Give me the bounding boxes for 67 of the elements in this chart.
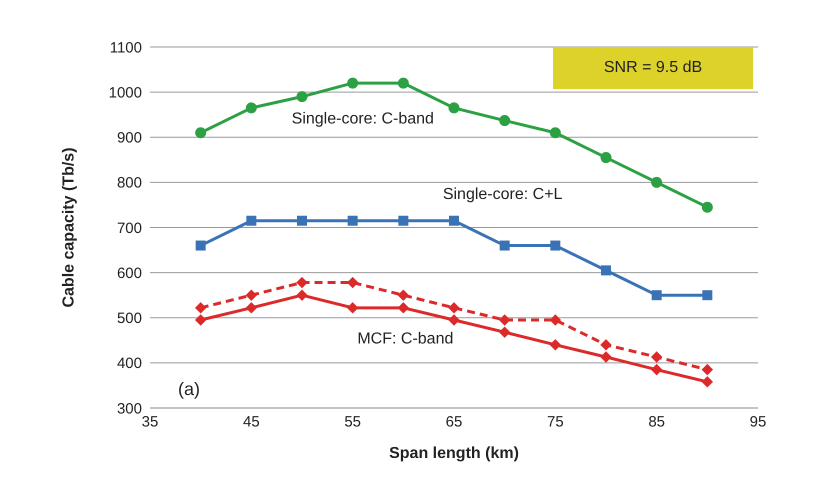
point [449, 216, 459, 226]
y-tick-label: 500 [116, 310, 142, 328]
point [195, 314, 206, 326]
point [651, 364, 662, 376]
series-label: Single-core: C+L [442, 186, 563, 204]
point [297, 216, 307, 226]
point [550, 240, 560, 251]
y-tick-label: 300 [116, 400, 142, 418]
point [448, 314, 460, 326]
point [347, 302, 358, 314]
point [398, 302, 409, 314]
x-tick-label: 45 [242, 414, 260, 431]
point [196, 240, 206, 251]
point [347, 78, 358, 89]
x-tick-label: 85 [648, 414, 666, 431]
point [195, 127, 206, 138]
point [600, 352, 612, 363]
point [246, 302, 257, 314]
point [499, 326, 510, 338]
series-label: Single-core: C-band [292, 110, 434, 128]
point [702, 376, 713, 388]
point [296, 91, 308, 102]
point [651, 352, 662, 363]
y-tick-label: 700 [116, 220, 142, 237]
point [651, 176, 662, 188]
x-tick-label: 35 [142, 414, 158, 431]
x-tick-label: 75 [546, 414, 564, 431]
point [550, 339, 561, 350]
point [398, 290, 409, 301]
x-tick-label: 55 [344, 414, 362, 431]
point [499, 115, 510, 126]
point [448, 102, 460, 114]
point [600, 339, 612, 350]
point [550, 314, 561, 326]
point [448, 302, 460, 314]
y-tick-label: 600 [116, 264, 142, 282]
annotation: (a) [178, 378, 200, 399]
point [500, 240, 510, 251]
point [601, 265, 611, 276]
point [652, 290, 662, 300]
x-tick-label: 95 [750, 414, 766, 431]
y-tick-label: 800 [116, 174, 142, 192]
annotation: SNR = 9.5 dB [604, 59, 702, 76]
point [398, 216, 408, 226]
x-tick-label: 65 [446, 414, 462, 431]
point [550, 127, 561, 138]
y-tick-label: 1000 [108, 84, 142, 102]
series-label: MCF: C-band [357, 330, 454, 348]
y-axis-title: Cable capacity (Tb/s) [60, 147, 78, 308]
y-tick-label: 900 [116, 130, 142, 147]
point [499, 314, 510, 326]
point [600, 152, 612, 164]
point [702, 202, 713, 213]
point [398, 78, 409, 89]
point [246, 102, 257, 114]
y-tick-label: 1100 [110, 39, 142, 56]
point [348, 216, 358, 226]
point [347, 277, 358, 288]
point [246, 216, 256, 226]
x-axis-title: Span length (km) [389, 445, 519, 462]
point [246, 290, 257, 301]
point [296, 277, 308, 288]
point [702, 290, 712, 300]
point [195, 302, 206, 314]
y-tick-label: 400 [116, 355, 142, 372]
point [296, 290, 308, 301]
point [702, 364, 713, 376]
